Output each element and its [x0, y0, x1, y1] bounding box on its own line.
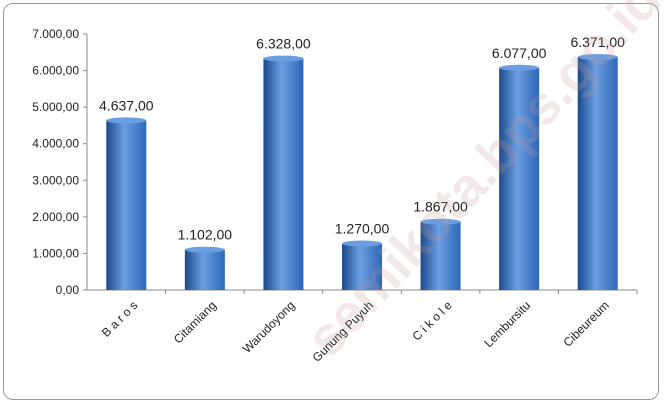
category-label: C i k o l e [409, 298, 454, 343]
category-label: Warudoyong [240, 298, 298, 356]
bar-body [184, 249, 225, 290]
bar-body [420, 221, 461, 290]
bar-body [342, 243, 382, 290]
bar-top [106, 117, 147, 124]
category-label: Cibeureum [560, 298, 611, 349]
y-tick-label: 5.000,00 [32, 100, 79, 114]
bar-1 [106, 117, 147, 290]
y-tick-label: 7.000,00 [32, 27, 79, 41]
bar-top [263, 55, 304, 62]
bar-6 [499, 64, 540, 290]
y-tick-label: 6.000,00 [32, 64, 79, 78]
y-tick-label: 2.000,00 [32, 210, 79, 224]
data-label: 6.077,00 [492, 45, 547, 61]
bar-top [342, 240, 382, 247]
bar-3 [263, 55, 304, 290]
bar-7 [577, 54, 618, 290]
y-tick-label: 1.000,00 [32, 246, 79, 260]
y-tick-label: 4.000,00 [32, 137, 79, 151]
data-label: 6.371,00 [570, 34, 625, 50]
category-label: Lembursitu [481, 298, 533, 350]
data-label: 4.637,00 [99, 97, 154, 113]
bar-body [577, 57, 618, 290]
category-label: Citamiang [171, 298, 219, 346]
bar-top [577, 54, 618, 61]
bars [106, 54, 618, 290]
axes: 0,00 1.000,00 2.000,00 3.000,00 4.000,00 5.00… [32, 27, 638, 297]
bar-top [499, 64, 540, 71]
bar-4 [342, 240, 382, 290]
bar-2 [184, 246, 225, 290]
bar-body [499, 67, 540, 290]
data-label: 1.867,00 [413, 199, 468, 215]
y-tick-label: 0,00 [56, 283, 80, 297]
bar-top [184, 246, 225, 253]
bar-body [263, 58, 304, 290]
data-label: 1.102,00 [178, 227, 233, 243]
bar-top [420, 218, 461, 225]
category-label: B a r o s [99, 298, 140, 339]
y-tick-label: 3.000,00 [32, 173, 79, 187]
data-label: 1.270,00 [335, 221, 390, 237]
bar-body [106, 120, 147, 290]
data-label: 6.328,00 [256, 36, 311, 52]
bar-5 [420, 218, 461, 290]
